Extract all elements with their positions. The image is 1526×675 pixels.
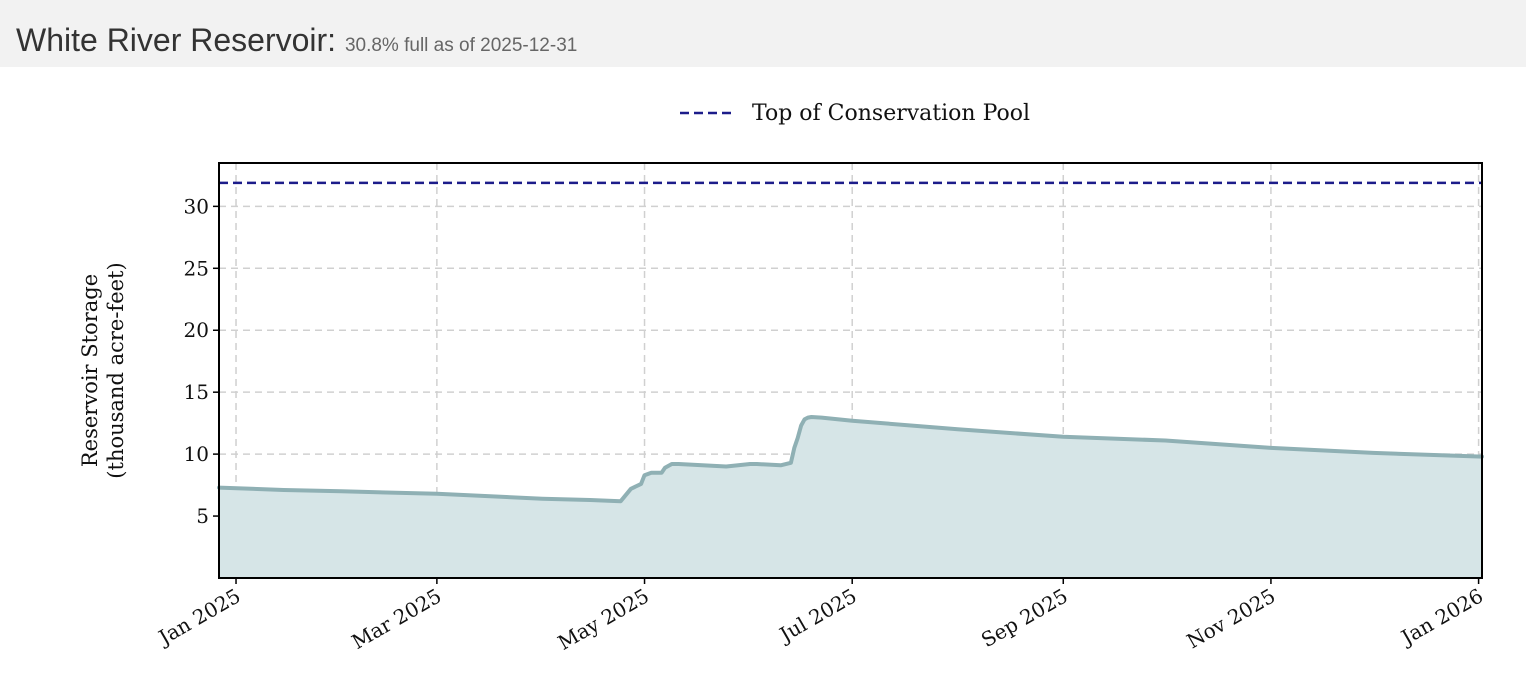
xtick-label: Jan 2025	[153, 584, 245, 651]
ytick-label: 25	[184, 256, 209, 280]
plot-frame	[218, 162, 1483, 579]
y-axis-label-line: Reservoir Storage	[78, 274, 102, 467]
fill-status: 30.8% full as of 2025-12-31	[344, 35, 578, 56]
page-header: White River Reservoir: 30.8% full as of …	[0, 0, 1526, 67]
xtick-label: Nov 2025	[1182, 584, 1279, 654]
y-axis-label-line: (thousand acre-feet)	[104, 262, 128, 478]
ytick-label: 15	[184, 380, 209, 404]
ytick-label: 20	[184, 318, 209, 342]
xtick-label: Jul 2025	[774, 584, 861, 648]
xtick-label: Jan 2026	[1395, 584, 1487, 651]
plot-area	[217, 181, 1484, 578]
ytick-label: 10	[184, 442, 209, 466]
chart-axes: 5 10 15 20 25 30 Jan 2025 Mar 2025 May 2025 Jul 2…	[78, 162, 1487, 655]
ytick-label: 30	[184, 194, 209, 218]
legend-label-conservation-pool: Top of Conservation Pool	[752, 101, 1030, 126]
storage-line	[217, 415, 1484, 504]
xtick-label: Sep 2025	[977, 584, 1072, 653]
y-axis-label: Reservoir Storage(thousand acre-feet)	[78, 262, 128, 478]
storage-area	[219, 417, 1482, 578]
xtick-label: May 2025	[554, 584, 653, 655]
reservoir-name: White River Reservoir:	[16, 22, 337, 58]
ytick-label: 5	[196, 504, 209, 528]
chart-legend: Top of Conservation Pool	[680, 101, 1030, 126]
storage-chart: Top of Conservation Pool 5 10 15 20 25 30 Jan …	[78, 101, 1487, 655]
xtick-label: Mar 2025	[347, 584, 445, 654]
page-title: White River Reservoir: 30.8% full as of …	[16, 20, 577, 66]
